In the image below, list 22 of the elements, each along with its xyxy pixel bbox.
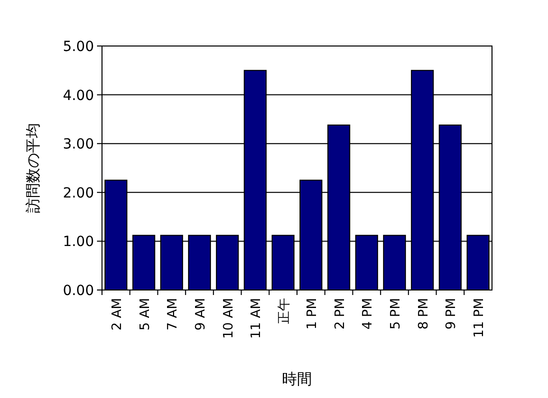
x-tick-label: 10 AM xyxy=(221,298,236,339)
x-tick-label: 5 AM xyxy=(138,298,153,331)
x-tick-label: 9 AM xyxy=(194,298,208,331)
x-tick-label: 2 AM xyxy=(110,298,125,331)
x-tick-label: 1 PM xyxy=(304,298,320,330)
y-tick-label: 4.00 xyxy=(62,88,94,104)
y-tick-label: 2.00 xyxy=(62,185,94,202)
x-tick-label: 11 AM xyxy=(249,298,264,339)
y-axis-title: 訪問数の平均 xyxy=(24,123,42,213)
y-tick-label: 5.00 xyxy=(62,39,94,55)
y-tick-label: 1.00 xyxy=(62,234,94,250)
y-tick-label: 3.00 xyxy=(62,136,94,153)
x-tick-label: 正午 xyxy=(277,298,292,324)
x-tick-label: 11 PM xyxy=(472,298,488,338)
x-axis-title: 時間 xyxy=(282,370,312,388)
x-tick-label: 2 PM xyxy=(332,298,348,330)
x-tick-label: 4 PM xyxy=(360,298,376,330)
x-tick-label: 5 PM xyxy=(388,298,404,330)
x-tick-label: 8 PM xyxy=(416,298,432,330)
x-tick-label: 7 AM xyxy=(166,298,181,331)
x-tick-label: 9 PM xyxy=(444,298,460,330)
y-tick-label: 0.00 xyxy=(62,283,94,299)
